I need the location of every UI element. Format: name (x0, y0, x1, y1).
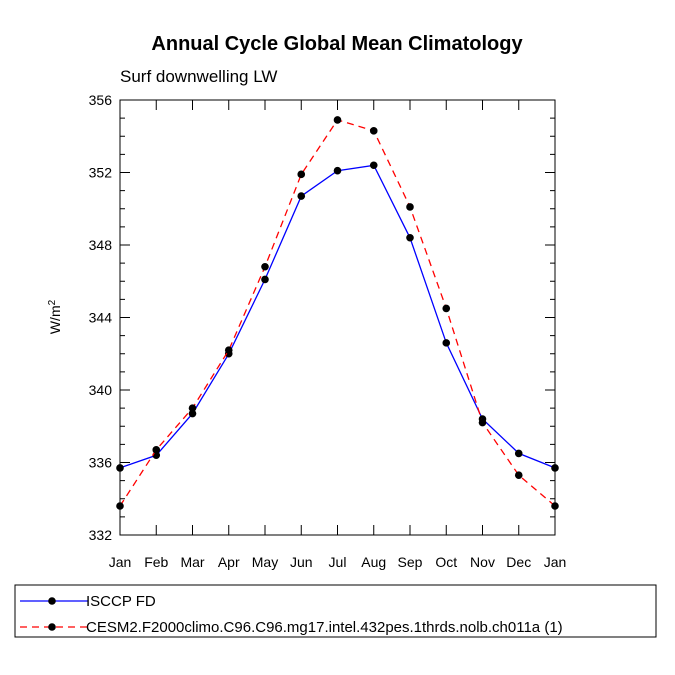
data-point (261, 275, 269, 284)
data-point (297, 192, 306, 200)
data-point (478, 418, 487, 427)
data-point (442, 339, 451, 347)
data-point (116, 502, 124, 510)
x-tick-label: Feb (144, 554, 168, 570)
data-point (369, 127, 378, 135)
y-tick-label: 352 (89, 165, 113, 181)
x-tick-label: Jul (329, 554, 347, 570)
y-tick-label: 348 (89, 237, 113, 253)
series-2 (116, 116, 559, 510)
data-point (442, 304, 451, 313)
y-tick-label: 336 (89, 455, 113, 471)
y-tick-label: 344 (89, 310, 113, 326)
legend-marker (48, 597, 56, 605)
data-point (224, 346, 233, 354)
y-axis-label: W/m2 (47, 299, 63, 334)
x-tick-label: Jan (544, 554, 567, 570)
legend-box (14, 584, 657, 638)
y-tick-label: 356 (89, 92, 113, 108)
data-point (514, 449, 523, 458)
data-point (551, 464, 559, 472)
data-point (152, 446, 161, 454)
legend: ISCCP FD CESM2.F2000climo.C96.C96.mg17.in… (14, 584, 657, 638)
chart-subtitle: Surf downwelling LW (120, 67, 277, 86)
x-tick-label: May (252, 554, 278, 570)
series-line (119, 119, 556, 507)
x-tick-label: Apr (218, 554, 240, 570)
plot-frame (119, 99, 556, 536)
x-tick-label: Mar (180, 554, 204, 570)
y-tick-label: 340 (89, 382, 113, 398)
x-tick-label: Dec (506, 554, 531, 570)
data-point (333, 116, 342, 124)
x-tick-label: Jun (290, 554, 313, 570)
data-point (406, 203, 414, 211)
data-point (261, 262, 269, 271)
series-1 (116, 161, 559, 472)
x-tick-label: Sep (398, 554, 423, 570)
data-point (333, 166, 342, 175)
data-point (551, 502, 559, 510)
data-point (297, 170, 306, 179)
x-tick-label: Oct (435, 554, 457, 570)
series-layer (116, 116, 559, 510)
legend-marker (48, 623, 56, 631)
data-point (116, 464, 124, 472)
legend-label: ISCCP FD (86, 593, 156, 610)
legend-label: CESM2.F2000climo.C96.C96.mg17.intel.432p… (86, 619, 563, 636)
series-line (119, 164, 556, 469)
data-point (406, 233, 414, 242)
x-tick-label: Aug (361, 554, 386, 570)
chart-title: Annual Cycle Global Mean Climatology (151, 33, 523, 55)
data-point (369, 161, 378, 170)
x-tick-label: Nov (470, 554, 495, 570)
data-point (188, 404, 197, 412)
data-point (188, 409, 197, 418)
axes: 332 336 340 344 348 352 356 Jan Feb Mar Apr May Jun J… (89, 92, 567, 570)
data-point (514, 471, 523, 479)
x-tick-label: Jan (109, 554, 132, 570)
y-tick-label: 332 (89, 527, 113, 543)
